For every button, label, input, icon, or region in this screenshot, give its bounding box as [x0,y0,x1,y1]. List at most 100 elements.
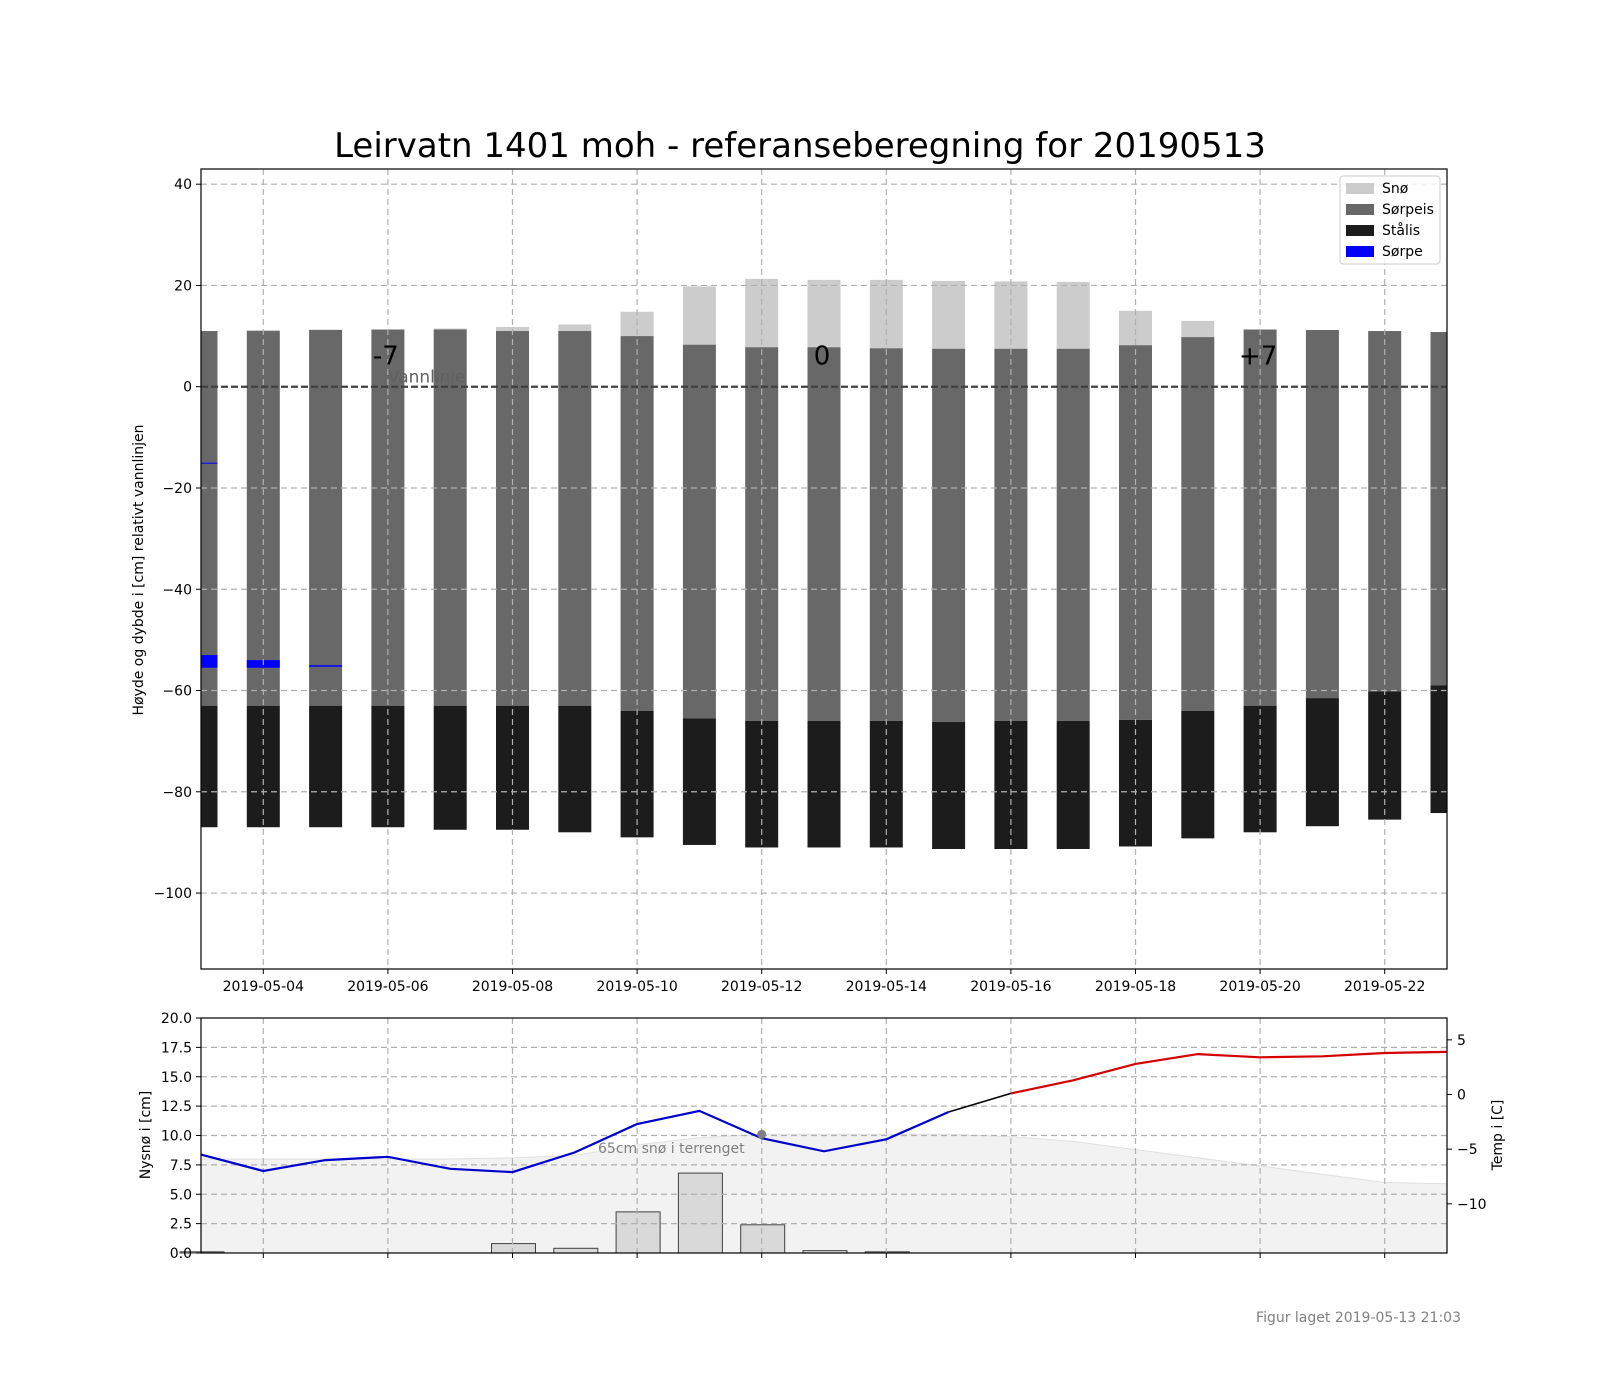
bottom-y-tick-label: 0.0 [170,1246,192,1262]
top-x-tick-label: 2019-05-04 [223,979,304,995]
legend-swatch-sorpeis [1346,204,1374,215]
bottom-y-tick-label: 2.5 [170,1217,192,1233]
temperature-observed-line [200,1109,950,1174]
newsnow-bar [553,1247,599,1254]
legend-label-sorpe: Sørpe [1382,244,1423,260]
slush-ice-bar [1181,337,1215,711]
top-axis-ticks: 40 20 0 −20 −40 −60 −80 −100 2019-05-04 2019-05-0… [154,177,1426,995]
top-x-tick-label: 2019-05-16 [970,979,1051,995]
legend: Snø Sørpeis Stålis Sørpe [1339,175,1441,265]
top-y-tick-label: −20 [162,481,192,497]
bottom-y-tick-label: 10.0 [161,1129,192,1145]
top-x-tick-label: 2019-05-08 [472,979,553,995]
top-x-tick-label: 2019-05-22 [1344,979,1425,995]
bottom-y-tick-label: 17.5 [161,1040,192,1056]
black-ice-bar [309,705,343,828]
snow-bar [558,324,592,332]
top-y-tick-label: −40 [162,582,192,598]
top-x-tick-label: 2019-05-14 [846,979,927,995]
bottom-y-tick-label: 20.0 [161,1011,192,1027]
slush-ice-bar [807,347,841,721]
temperature-lines [200,1050,1448,1174]
newsnow-bar [615,1211,661,1254]
top-grid [201,169,1447,969]
bottom-y-tick-label: 12.5 [161,1099,192,1115]
bottom-right-y-tick-label: 5 [1457,1033,1466,1049]
black-ice-bar [201,705,218,828]
day-offset-label: -7 [373,342,399,372]
black-ice-bar [1430,685,1447,814]
legend-label-snow: Snø [1382,181,1409,197]
top-y-tick-label: −100 [154,886,192,902]
bottom-y-axis-label: Nysnø i [cm] [138,1091,154,1180]
snow-bar [682,286,716,345]
bottom-y-tick-label: 15.0 [161,1070,192,1086]
slush-ice-bar [558,331,592,706]
black-ice-bar [433,705,467,830]
newsnow-bars [179,1172,910,1254]
snow-bar [1056,281,1090,349]
slush-ice-bar [1305,330,1339,699]
chart-title: Leirvatn 1401 moh - referanseberegning f… [334,126,1266,166]
top-y-tick-label: 0 [183,380,192,396]
slush-ice-bar [932,348,966,722]
legend-swatch-snow [1346,183,1374,194]
day-offset-label: 0 [814,342,831,372]
snow-bar [309,329,343,331]
temperature-bridge-line [948,1092,1012,1113]
black-ice-bar [246,705,280,828]
legend-swatch-stalis [1346,225,1374,236]
newsnow-bar [740,1224,786,1254]
top-y-tick-label: −80 [162,785,192,801]
black-ice-bar [682,718,716,845]
top-y-axis-label: Høyde og dybde i [cm] relativt vannlinje… [131,424,147,715]
slush-ice-bar [1430,332,1447,686]
bottom-axis-ticks: 0.0 2.5 5.0 7.5 10.0 12.5 15.0 17.5 20.0 5 0 −5 −10 [161,1011,1487,1262]
newsnow-bar [677,1172,723,1254]
snow-bar [807,279,841,348]
bottom-right-y-tick-label: −10 [1457,1197,1487,1213]
newsnow-bar [491,1243,536,1254]
bottom-right-y-axis-label: Temp i [C] [1490,1100,1506,1172]
bottom-right-y-tick-label: −5 [1457,1142,1478,1158]
top-y-tick-label: 20 [174,278,192,294]
top-x-tick-label: 2019-05-06 [347,979,428,995]
snow-bar [433,328,467,330]
top-x-tick-label: 2019-05-12 [721,979,802,995]
slush-ice-bar [682,344,716,719]
legend-label-sorpeis: Sørpeis [1382,202,1434,218]
bottom-right-y-tick-label: 0 [1457,1088,1466,1104]
terrain-snow-annotation: 65cm snø i terrenget [598,1141,745,1157]
top-plot-frame [200,168,1448,970]
top-x-tick-label: 2019-05-10 [596,979,677,995]
bottom-plot-frame [200,1017,1448,1254]
day-offset-label: +7 [1239,342,1277,372]
slush-ice-bar [309,330,343,706]
slush-ice-bar [1056,348,1090,721]
slush-bar [201,655,218,668]
snow-depth-point [757,1129,767,1139]
top-x-tick-label: 2019-05-20 [1219,979,1300,995]
bottom-y-tick-label: 7.5 [170,1158,192,1174]
top-overlay: -7 0 +7 Vannlinje [201,342,1447,388]
snow-bar [932,280,966,349]
bottom-grid [201,1018,1447,1253]
black-ice-bar [807,720,841,848]
slush-ice-bar [201,331,218,706]
black-ice-bar [371,705,405,828]
temperature-forecast-line [1010,1050,1448,1095]
slush-bar [201,462,218,464]
waterline-label: Vannlinje [388,368,466,388]
bottom-y-tick-label: 5.0 [170,1187,192,1203]
black-ice-bar [1056,720,1090,849]
black-ice-bar [558,705,592,833]
top-x-tick-label: 2019-05-18 [1095,979,1176,995]
figure-footer: Figur laget 2019-05-13 21:03 [1256,1310,1461,1326]
top-y-tick-label: 40 [174,177,192,193]
black-ice-bar [1305,698,1339,827]
top-y-tick-label: −60 [162,684,192,700]
black-ice-bar [1181,710,1215,839]
slush-bar [309,665,343,667]
legend-label-stalis: Stålis [1382,222,1420,239]
